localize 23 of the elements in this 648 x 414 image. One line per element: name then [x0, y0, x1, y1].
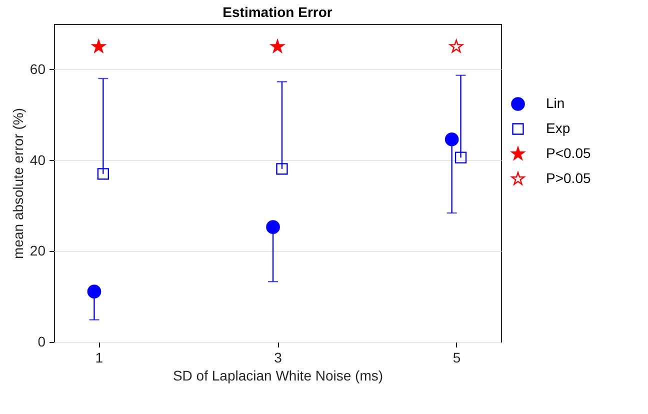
legend-label: P>0.05 [546, 170, 591, 186]
legend-label: Lin [546, 95, 565, 111]
x-tick-label: 1 [95, 350, 104, 366]
chart-title: Estimation Error [222, 4, 333, 20]
y-tick-label: 40 [30, 152, 46, 168]
y-axis-title: mean absolute error (%) [10, 108, 26, 259]
x-tick-label: 3 [274, 350, 282, 366]
x-axis-title: SD of Laplacian White Noise (ms) [172, 368, 384, 384]
point [87, 284, 102, 298]
y-tick-label: 0 [38, 334, 46, 350]
point [276, 163, 288, 175]
point [454, 152, 467, 164]
legend-label: Exp [546, 120, 570, 136]
x-tick-label: 5 [452, 350, 461, 366]
legend-label: P<0.05 [546, 145, 591, 161]
point [92, 40, 106, 53]
point [444, 132, 459, 146]
y-tick-label: 20 [30, 242, 46, 259]
point [270, 40, 284, 53]
point [450, 40, 464, 53]
point [266, 220, 280, 234]
point [97, 168, 110, 180]
y-tick-label: 60 [30, 60, 46, 77]
